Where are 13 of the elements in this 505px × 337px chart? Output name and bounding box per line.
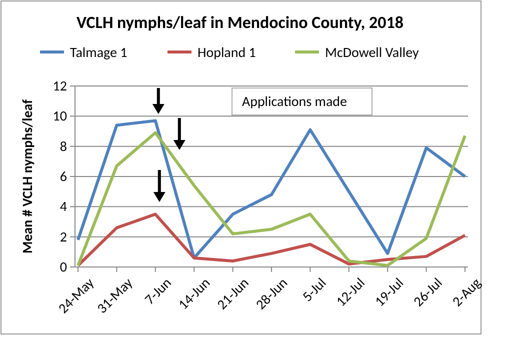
y-tick-label: 2	[60, 228, 67, 246]
chart-title: VCLH nymphs/leaf in Mendocino County, 2018	[76, 12, 404, 33]
y-tick-label: 6	[60, 168, 67, 185]
y-tick-label: 12	[52, 77, 67, 94]
y-tick-label: 4	[60, 198, 67, 216]
legend-label: Hopland 1	[198, 44, 256, 61]
y-tick-label: 10	[52, 108, 67, 125]
legend-label: McDowell Valley	[325, 44, 420, 61]
y-tick-label: 0	[60, 258, 67, 276]
y-tick-label: 8	[60, 138, 67, 155]
legend-label: Talmage 1	[70, 44, 128, 61]
y-axis-title: Mean # VCLH nymphs/leaf	[19, 98, 36, 254]
annotation: Applications made	[242, 93, 348, 110]
